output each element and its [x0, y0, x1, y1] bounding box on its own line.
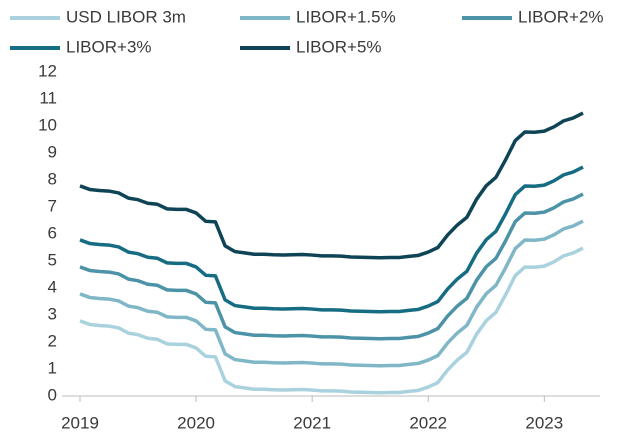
y-tick-label: 11: [39, 88, 57, 107]
legend-label: USD LIBOR 3m: [66, 7, 186, 26]
series-line: [79, 246, 584, 395]
series-line: [79, 111, 584, 260]
y-tick-label: 1: [48, 358, 57, 377]
y-tick-label: 10: [38, 115, 57, 134]
series-line: [79, 219, 584, 368]
y-tick-label: 2: [48, 331, 57, 350]
legend-label: LIBOR+3%: [66, 37, 152, 56]
x-tick-label: 2021: [293, 413, 331, 432]
y-tick-label: 4: [48, 277, 57, 296]
y-tick-label: 3: [48, 304, 57, 323]
x-tick-label: 2023: [525, 413, 563, 432]
series-line: [79, 192, 584, 341]
legend-label: LIBOR+5%: [296, 37, 382, 56]
y-tick-label: 6: [48, 223, 57, 242]
y-tick-label: 12: [38, 61, 57, 80]
y-tick-label: 8: [48, 169, 57, 188]
legend-label: LIBOR+1.5%: [296, 7, 396, 26]
legend-label: LIBOR+2%: [518, 7, 604, 26]
y-tick-label: 9: [48, 142, 57, 161]
x-tick-label: 2020: [177, 413, 215, 432]
x-tick-label: 2019: [61, 413, 99, 432]
series-line: [79, 165, 584, 314]
y-tick-label: 7: [48, 196, 57, 215]
x-tick-label: 2022: [409, 413, 447, 432]
y-tick-label: 0: [48, 385, 57, 404]
y-tick-label: 5: [48, 250, 57, 269]
